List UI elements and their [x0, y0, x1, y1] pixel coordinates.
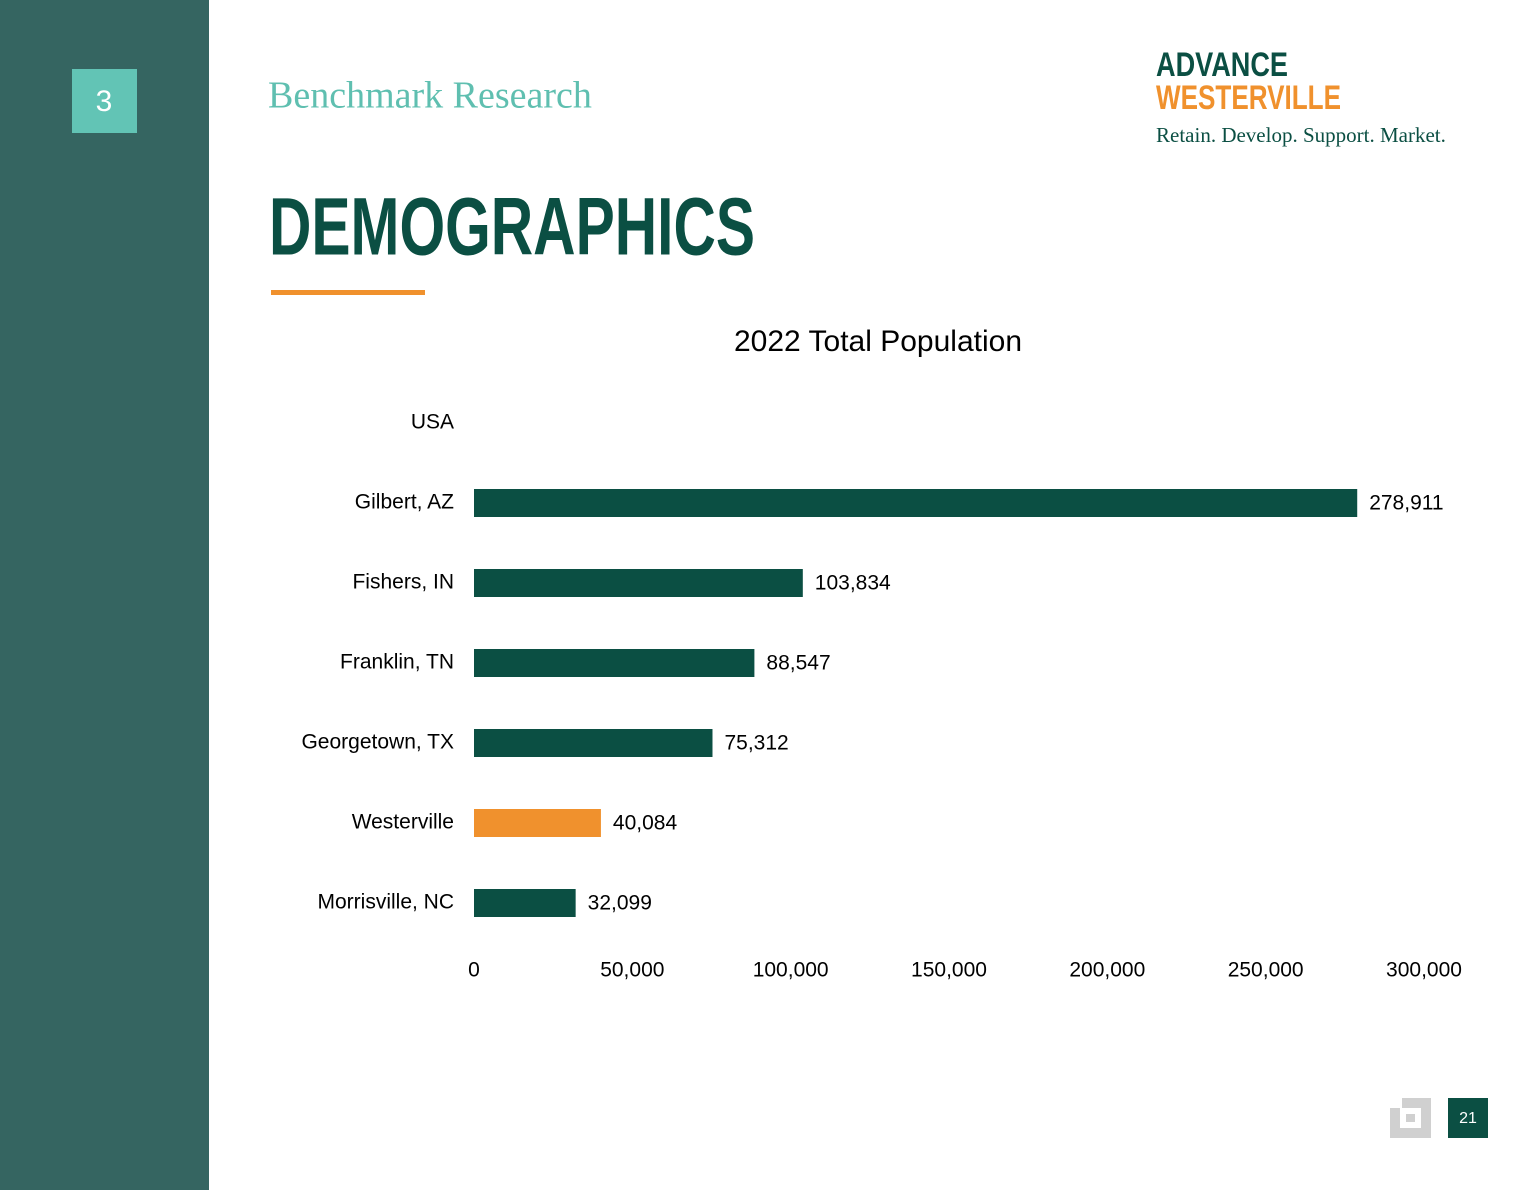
section-badge	[72, 69, 137, 133]
y-tick-label: Franklin, TN	[340, 651, 454, 674]
bar	[474, 569, 803, 597]
value-label: 32,099	[588, 892, 652, 915]
y-tick-label: USA	[411, 411, 454, 434]
x-tick-label: 300,000	[1386, 959, 1462, 982]
y-tick-label: Georgetown, TX	[301, 731, 454, 754]
x-tick-label: 100,000	[753, 959, 829, 982]
page-number: 21	[1459, 1110, 1477, 1127]
value-label: 278,911	[1369, 492, 1443, 515]
x-tick-label: 150,000	[911, 959, 987, 982]
bar	[474, 809, 601, 837]
value-label: 103,834	[815, 572, 891, 595]
logo-line: ADVANCE	[1156, 46, 1288, 84]
heading-underline	[271, 290, 425, 295]
y-tick-label: Gilbert, AZ	[355, 491, 454, 514]
chart-title: 2022 Total Population	[734, 325, 1022, 358]
bar	[474, 489, 1358, 517]
y-tick-label: Morrisville, NC	[318, 891, 455, 914]
footer-logo	[1390, 1098, 1431, 1138]
section-number: 3	[96, 85, 113, 118]
page-number-box	[1448, 1098, 1488, 1138]
sidebar	[0, 0, 209, 1190]
section-title: Benchmark Research	[268, 75, 592, 117]
x-tick-label: 250,000	[1228, 959, 1304, 982]
x-tick-label: 50,000	[600, 959, 664, 982]
y-tick-label: Fishers, IN	[352, 571, 454, 594]
x-tick-label: 0	[468, 959, 480, 982]
logo-line: WESTERVILLE	[1156, 79, 1341, 117]
tagline: Retain. Develop. Support. Market.	[1156, 123, 1446, 147]
bar	[474, 729, 713, 757]
y-tick-label: Westerville	[352, 811, 454, 834]
value-label: 40,084	[613, 812, 678, 835]
value-label: 88,547	[766, 652, 830, 675]
value-label: 75,312	[724, 732, 788, 755]
bar	[474, 889, 576, 917]
bar	[474, 649, 755, 677]
x-tick-label: 200,000	[1069, 959, 1145, 982]
heading: DEMOGRAPHICS	[269, 182, 755, 273]
